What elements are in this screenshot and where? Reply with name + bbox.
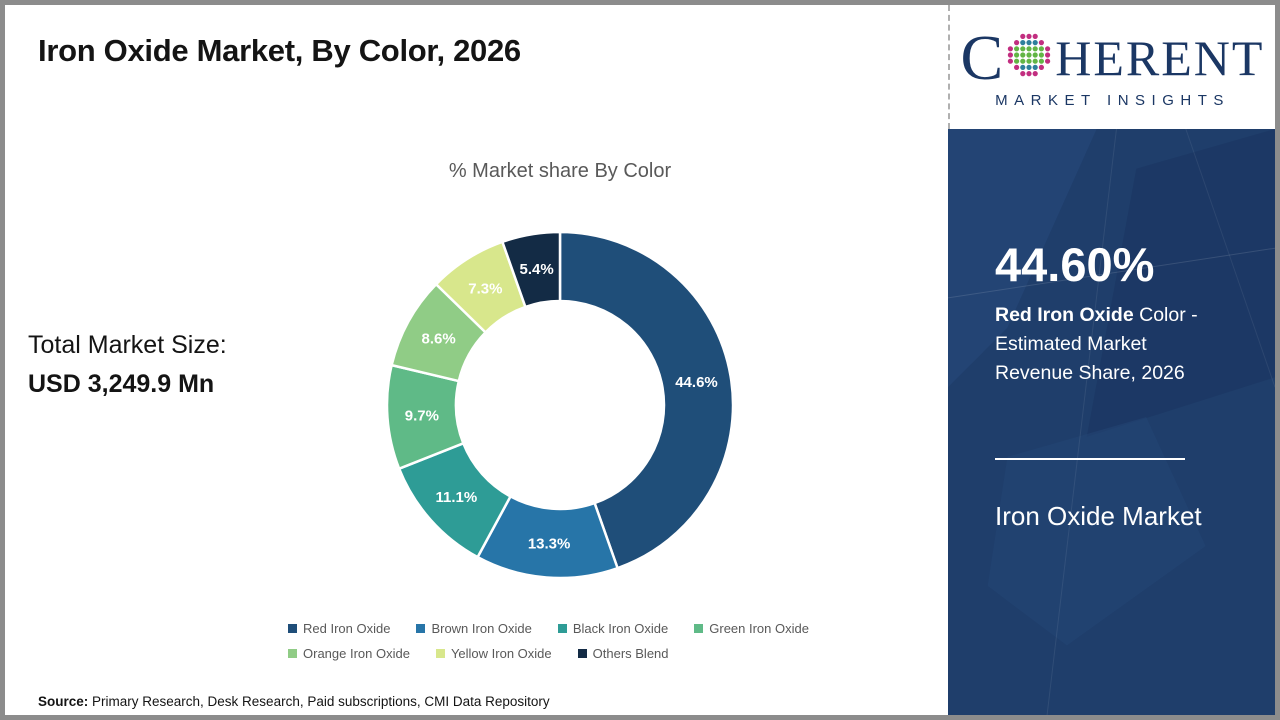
highlight-description: Red Iron Oxide Color - Estimated Market …	[995, 301, 1227, 388]
chart-legend: Red Iron Oxide Brown Iron Oxide Black Iron…	[288, 621, 888, 671]
legend-swatch-yellow-iron-oxide	[435, 649, 445, 658]
globe-dot	[1026, 70, 1032, 76]
highlight-percentage: 44.60%	[995, 238, 1155, 291]
globe-dot	[1026, 64, 1032, 70]
right-column: C HERENT MARKET INSIGHTS 44.60% Red Iron…	[948, 5, 1275, 715]
total-market-size: Total Market Size: USD 3,249.9 Mn	[28, 326, 227, 404]
source-line: Source: Primary Research, Desk Research,…	[38, 694, 550, 709]
donut-value-label-green-iron-oxide: 9.7%	[405, 407, 439, 424]
globe-dot	[1032, 64, 1039, 70]
legend-item-black-iron-oxide: Black Iron Oxide	[557, 621, 669, 636]
globe-dots-icon	[1008, 33, 1051, 76]
legend-row-2: Orange Iron Oxide Yellow Iron Oxide Others…	[288, 646, 888, 661]
globe-dot	[1014, 39, 1020, 45]
globe-dot	[1039, 51, 1045, 58]
legend-item-orange-iron-oxide: Orange Iron Oxide	[288, 646, 410, 661]
highlight-description-bold: Red Iron Oxide	[995, 304, 1134, 326]
globe-dot	[1032, 33, 1039, 39]
globe-dot	[1032, 39, 1039, 45]
globe-dot	[1020, 70, 1026, 76]
source-text: Primary Research, Desk Research, Paid su…	[88, 694, 550, 709]
donut-value-label-orange-iron-oxide: 8.6%	[421, 331, 455, 348]
legend-label: Orange Iron Oxide	[303, 646, 410, 661]
legend-swatch-red-iron-oxide	[288, 624, 297, 633]
globe-dot	[1014, 51, 1020, 58]
chart-title: % Market share By Color	[448, 160, 672, 182]
globe-dot	[1039, 39, 1045, 45]
page-title: Iron Oxide Market, By Color, 2026	[38, 33, 521, 68]
brand-logo: C HERENT MARKET INSIGHTS	[948, 5, 1275, 129]
legend-item-green-iron-oxide: Green Iron Oxide	[694, 621, 809, 636]
donut-chart-svg: 44.6% 13.3% 11.1% 9.7% 8.6% 7.3% 5.4%	[385, 230, 735, 580]
legend-swatch-green-iron-oxide	[694, 624, 704, 633]
donut-value-label-yellow-iron-oxide: 7.3%	[468, 281, 502, 298]
globe-dot	[1026, 33, 1032, 39]
globe-dot	[1039, 64, 1045, 70]
logo-letters-rest: HERENT	[1055, 29, 1265, 86]
legend-label: Others Blend	[592, 646, 669, 661]
globe-dot	[1008, 58, 1014, 64]
divider-line	[995, 458, 1185, 460]
globe-dot	[1020, 64, 1026, 70]
legend-item-others-blend: Others Blend	[577, 646, 669, 661]
globe-dot	[1008, 45, 1014, 51]
source-label: Source:	[38, 694, 89, 709]
donut-chart: 44.6% 13.3% 11.1% 9.7% 8.6% 7.3% 5.4%	[360, 205, 760, 605]
globe-dot	[1026, 51, 1032, 58]
donut-segment-others-blend	[501, 230, 562, 309]
globe-dot	[1020, 51, 1026, 58]
legend-swatch-others-blend	[577, 649, 587, 658]
legend-label: Brown Iron Oxide	[431, 621, 532, 636]
globe-dot	[1020, 39, 1026, 45]
globe-dot	[1020, 58, 1026, 64]
globe-dot	[1014, 45, 1020, 51]
logo-subtitle: MARKET INSIGHTS	[995, 91, 1230, 109]
donut-value-label-brown-iron-oxide: 13.3%	[528, 535, 571, 552]
legend-label: Green Iron Oxide	[709, 621, 809, 636]
legend-item-red-iron-oxide: Red Iron Oxide	[288, 621, 390, 636]
globe-dot	[1014, 64, 1020, 70]
globe-dot	[1045, 45, 1051, 51]
highlight-panel: 44.60% Red Iron Oxide Color - Estimated …	[948, 129, 1275, 715]
globe-dot	[1026, 58, 1032, 64]
globe-dot	[1045, 58, 1051, 64]
legend-item-yellow-iron-oxide: Yellow Iron Oxide	[435, 646, 552, 661]
panel-map-texture	[948, 129, 1275, 715]
globe-dot	[1020, 45, 1026, 51]
globe-dot	[1026, 39, 1032, 45]
globe-dot	[1020, 33, 1026, 39]
donut-value-label-red-iron-oxide: 44.6%	[675, 374, 718, 391]
globe-dot	[1032, 45, 1039, 51]
globe-dot	[1039, 45, 1045, 51]
legend-item-brown-iron-oxide: Brown Iron Oxide	[416, 621, 532, 636]
legend-swatch-orange-iron-oxide	[288, 649, 297, 658]
donut-segment-red-iron-oxide	[558, 230, 735, 570]
logo-wordmark: C HERENT	[960, 21, 1265, 93]
highlight-description-rest: Color - Estimated Market Revenue Share, …	[995, 304, 1198, 384]
logo-letter-c: C	[960, 21, 1004, 93]
globe-dot	[1014, 58, 1020, 64]
globe-dot	[1032, 58, 1039, 64]
panel-footer-title: Iron Oxide Market	[995, 501, 1202, 531]
globe-dot	[1045, 51, 1051, 58]
legend-label: Black Iron Oxide	[572, 621, 669, 636]
legend-swatch-brown-iron-oxide	[416, 624, 426, 633]
globe-dot	[1032, 51, 1039, 58]
legend-row-1: Red Iron Oxide Brown Iron Oxide Black Iron…	[288, 621, 888, 636]
donut-value-label-black-iron-oxide: 11.1%	[436, 489, 478, 506]
total-market-size-label: Total Market Size:	[28, 331, 227, 359]
total-market-size-value: USD 3,249.9 Mn	[28, 369, 215, 398]
donut-value-label-others-blend: 5.4%	[519, 261, 553, 278]
legend-label: Yellow Iron Oxide	[450, 646, 552, 661]
globe-dot	[1008, 51, 1014, 58]
globe-dot	[1039, 58, 1045, 64]
legend-swatch-black-iron-oxide	[557, 624, 567, 633]
globe-dot	[1026, 45, 1032, 51]
legend-label: Red Iron Oxide	[303, 621, 391, 636]
globe-dot	[1032, 70, 1039, 76]
